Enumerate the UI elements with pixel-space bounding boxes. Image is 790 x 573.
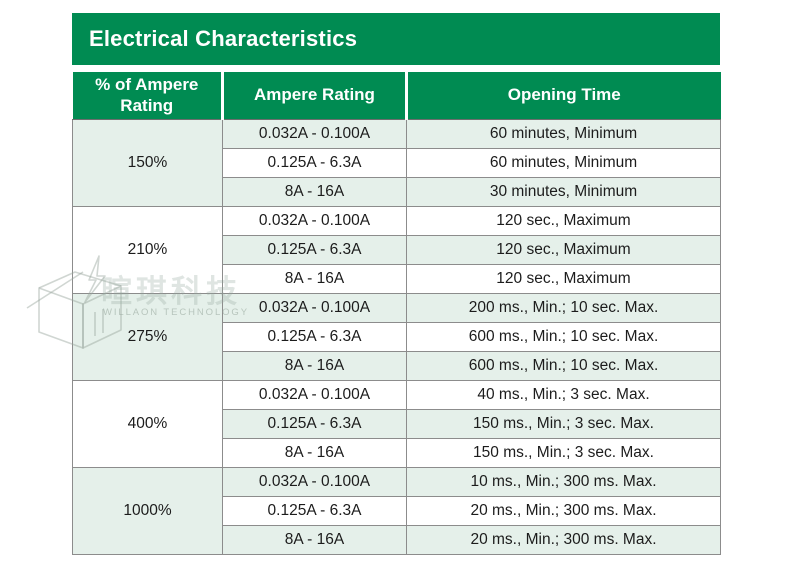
table-row: 150% 0.032A - 0.100A 60 minutes, Minimum xyxy=(72,119,721,207)
opening-time-cell: 600 ms., Min.; 10 sec. Max. xyxy=(406,351,721,381)
percent-of-ampere-rating-cell: 1000% xyxy=(72,467,223,555)
table-row: 275% 0.032A - 0.100A 200 ms., Min.; 10 sec… xyxy=(72,293,721,381)
table-body: 150% 0.032A - 0.100A 60 minutes, Minimum 0.… xyxy=(72,119,721,555)
opening-time-cell: 60 minutes, Minimum xyxy=(406,119,721,149)
opening-time-cell: 30 minutes, Minimum xyxy=(406,177,721,207)
table-row: 0.125A - 6.3A 600 ms., Min.; 10 sec. Max. xyxy=(73,322,721,352)
electrical-characteristics-table: % of Ampere Rating Ampere Rating Opening… xyxy=(72,72,721,555)
table-header-row: % of Ampere Rating Ampere Rating Opening… xyxy=(72,72,721,120)
opening-time-cell: 150 ms., Min.; 3 sec. Max. xyxy=(406,409,721,439)
opening-time-cell: 20 ms., Min.; 300 ms. Max. xyxy=(406,496,721,526)
ampere-rating-cell: 0.125A - 6.3A xyxy=(222,148,407,178)
opening-time-cell: 10 ms., Min.; 300 ms. Max. xyxy=(406,467,721,497)
ampere-rating-cell: 0.032A - 0.100A xyxy=(222,206,407,236)
percent-of-ampere-rating-cell: 210% xyxy=(72,206,223,294)
ampere-rating-cell: 0.032A - 0.100A xyxy=(222,119,407,149)
table-row: 8A - 16A 30 minutes, Minimum xyxy=(73,177,721,207)
opening-time-cell: 200 ms., Min.; 10 sec. Max. xyxy=(406,293,721,323)
percent-of-ampere-rating-cell: 400% xyxy=(72,380,223,468)
percent-of-ampere-rating-cell: 275% xyxy=(72,293,223,381)
column-header-percent-of-ampere-rating: % of Ampere Rating xyxy=(72,72,223,120)
table-row: 8A - 16A 20 ms., Min.; 300 ms. Max. xyxy=(73,525,721,555)
table-row: 0.125A - 6.3A 60 minutes, Minimum xyxy=(73,148,721,178)
opening-time-cell: 60 minutes, Minimum xyxy=(406,148,721,178)
percent-of-ampere-rating-cell: 150% xyxy=(72,119,223,207)
ampere-rating-cell: 0.125A - 6.3A xyxy=(222,496,407,526)
opening-time-cell: 120 sec., Maximum xyxy=(406,206,721,236)
opening-time-cell: 120 sec., Maximum xyxy=(406,235,721,265)
section-title: Electrical Characteristics xyxy=(89,26,358,51)
section-title-bar: Electrical Characteristics xyxy=(72,13,720,65)
ampere-rating-cell: 0.125A - 6.3A xyxy=(222,235,407,265)
opening-time-cell: 40 ms., Min.; 3 sec. Max. xyxy=(406,380,721,410)
ampere-rating-cell: 8A - 16A xyxy=(222,438,407,468)
table-row: 210% 0.032A - 0.100A 120 sec., Maximum xyxy=(72,206,721,294)
table-row: 1000% 0.032A - 0.100A 10 ms., Min.; 300 ms… xyxy=(72,467,721,555)
ampere-rating-cell: 8A - 16A xyxy=(222,351,407,381)
table-row: 8A - 16A 150 ms., Min.; 3 sec. Max. xyxy=(73,438,721,468)
ampere-rating-cell: 8A - 16A xyxy=(222,264,407,294)
column-header-opening-time: Opening Time xyxy=(405,72,721,120)
ampere-rating-cell: 8A - 16A xyxy=(222,525,407,555)
ampere-rating-cell: 0.032A - 0.100A xyxy=(222,467,407,497)
table-row: 0.125A - 6.3A 150 ms., Min.; 3 sec. Max. xyxy=(73,409,721,439)
column-header-ampere-rating: Ampere Rating xyxy=(221,72,407,120)
table-row: 400% 0.032A - 0.100A 40 ms., Min.; 3 sec. … xyxy=(72,380,721,468)
table-row: 8A - 16A 120 sec., Maximum xyxy=(73,264,721,294)
opening-time-cell: 600 ms., Min.; 10 sec. Max. xyxy=(406,322,721,352)
opening-time-cell: 120 sec., Maximum xyxy=(406,264,721,294)
ampere-rating-cell: 8A - 16A xyxy=(222,177,407,207)
ampere-rating-cell: 0.125A - 6.3A xyxy=(222,409,407,439)
table-row: 8A - 16A 600 ms., Min.; 10 sec. Max. xyxy=(73,351,721,381)
opening-time-cell: 150 ms., Min.; 3 sec. Max. xyxy=(406,438,721,468)
table-row: 0.125A - 6.3A 120 sec., Maximum xyxy=(73,235,721,265)
ampere-rating-cell: 0.125A - 6.3A xyxy=(222,322,407,352)
opening-time-cell: 20 ms., Min.; 300 ms. Max. xyxy=(406,525,721,555)
ampere-rating-cell: 0.032A - 0.100A xyxy=(222,380,407,410)
ampere-rating-cell: 0.032A - 0.100A xyxy=(222,293,407,323)
